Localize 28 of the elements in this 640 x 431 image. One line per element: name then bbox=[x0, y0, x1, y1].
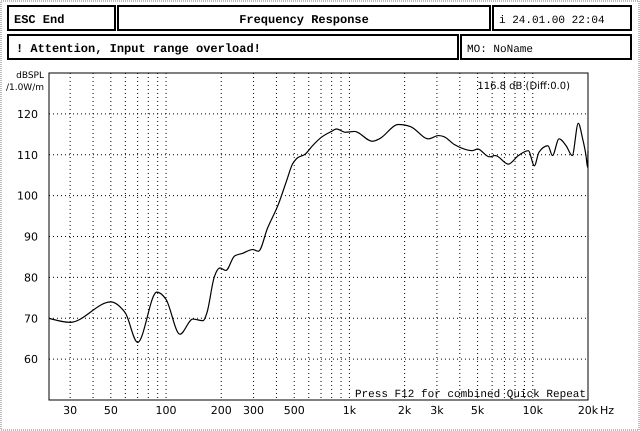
x-tick-label: 100 bbox=[156, 404, 177, 417]
y-tick-label: 100 bbox=[17, 190, 38, 203]
y-tick-label: 60 bbox=[24, 353, 38, 366]
text: i 24.01.00 22:04 bbox=[499, 15, 606, 27]
chart-title: Frequency Response bbox=[239, 13, 369, 27]
x-tick-label: 300 bbox=[243, 404, 264, 417]
x-tick-label: 200 bbox=[210, 404, 232, 417]
y-tick-label: 120 bbox=[17, 108, 38, 121]
y-axis-title: dBSPL /1.0W/m bbox=[6, 71, 44, 93]
annotation: 116.8 dB (Diff:0.0) bbox=[477, 81, 570, 92]
y-tick-label: 90 bbox=[24, 230, 38, 244]
x-tick-label: 500 bbox=[284, 404, 305, 417]
x-tick-label: 3k bbox=[430, 404, 444, 417]
annotation: Press F12 for combined Quick Repeat bbox=[354, 389, 586, 401]
y-tick-label: 110 bbox=[17, 148, 38, 162]
x-tick-label: 1k bbox=[342, 404, 357, 417]
x-tick-label: 30 bbox=[63, 404, 78, 417]
text: MO: NoName bbox=[467, 44, 534, 56]
y-tick-label: 70 bbox=[24, 312, 38, 326]
text: ESC End bbox=[14, 13, 64, 27]
x-tick-label: 10k bbox=[522, 404, 544, 417]
x-tick-label: 20k bbox=[578, 404, 599, 417]
y-tick-label: 80 bbox=[24, 271, 38, 284]
x-tick-label: 2k bbox=[398, 404, 412, 417]
x-tick-label: 5k bbox=[470, 404, 485, 417]
x-axis-title: Hz bbox=[600, 404, 614, 417]
x-tick-label: 50 bbox=[104, 404, 118, 417]
text: ! Attention, Input range overload! bbox=[16, 42, 261, 56]
